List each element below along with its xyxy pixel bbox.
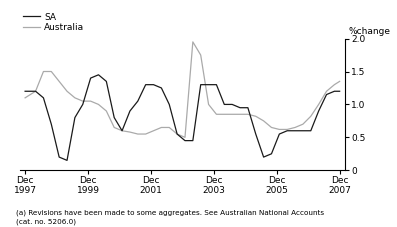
Legend: SA, Australia: SA, Australia [20,9,88,36]
Text: (a) Revisions have been made to some aggregates. See Australian National Account: (a) Revisions have been made to some agg… [16,210,324,225]
Text: %change: %change [349,27,391,36]
